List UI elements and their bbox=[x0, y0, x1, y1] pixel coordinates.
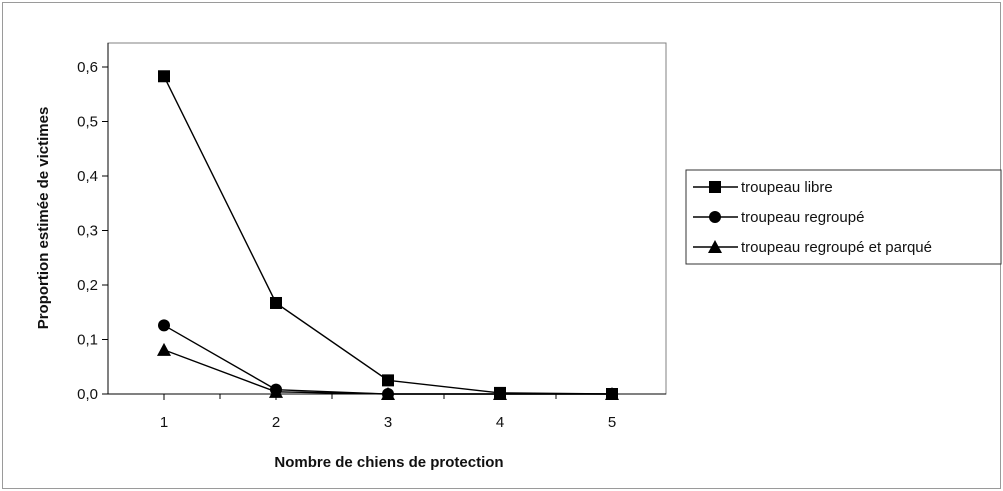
data-point-triangle bbox=[157, 342, 171, 356]
data-point-triangle bbox=[605, 387, 619, 400]
y-tick-label: 0,1 bbox=[77, 332, 98, 349]
y-tick-label: 0,5 bbox=[77, 114, 98, 131]
legend: troupeau libre troupeau regroupé troupeau … bbox=[685, 169, 1002, 265]
data-point-triangle bbox=[493, 387, 507, 400]
series-markers bbox=[157, 70, 619, 400]
x-tick-label: 1 bbox=[160, 414, 168, 431]
y-tick-label: 0,3 bbox=[77, 223, 98, 240]
y-tick-label: 0,0 bbox=[77, 386, 98, 403]
legend-label: troupeau regroupé bbox=[741, 209, 864, 226]
legend-label: troupeau libre bbox=[741, 179, 833, 196]
x-tick-label: 5 bbox=[608, 414, 616, 431]
y-tick-label: 0,6 bbox=[77, 59, 98, 76]
plot-border bbox=[107, 42, 667, 395]
y-axis-title: Proportion estimée de victimes bbox=[35, 107, 52, 330]
legend-label: troupeau regroupé et parqué bbox=[741, 239, 932, 256]
data-point-square bbox=[270, 296, 282, 309]
plot-area bbox=[107, 42, 667, 395]
data-point-square bbox=[382, 374, 394, 387]
y-tick-label: 0,2 bbox=[77, 277, 98, 294]
x-tick-label: 2 bbox=[272, 414, 280, 431]
x-tick-label: 3 bbox=[384, 414, 392, 431]
y-tick-label: 0,4 bbox=[77, 168, 98, 185]
data-point-square bbox=[158, 70, 170, 83]
legend-marker-square bbox=[709, 181, 721, 193]
data-point-triangle bbox=[381, 387, 395, 400]
legend-marker-circle bbox=[709, 211, 721, 223]
legend-box bbox=[685, 169, 1002, 265]
x-axis-title: Nombre de chiens de protection bbox=[274, 454, 503, 471]
x-tick-label: 4 bbox=[496, 414, 504, 431]
data-point-circle bbox=[158, 319, 170, 332]
data-point-triangle bbox=[269, 384, 283, 398]
legend-marker-triangle bbox=[708, 240, 722, 253]
axes: 0,0 0,1 0,2 0,3 0,4 0,5 0,6 1 2 3 4 5 bbox=[77, 43, 666, 431]
